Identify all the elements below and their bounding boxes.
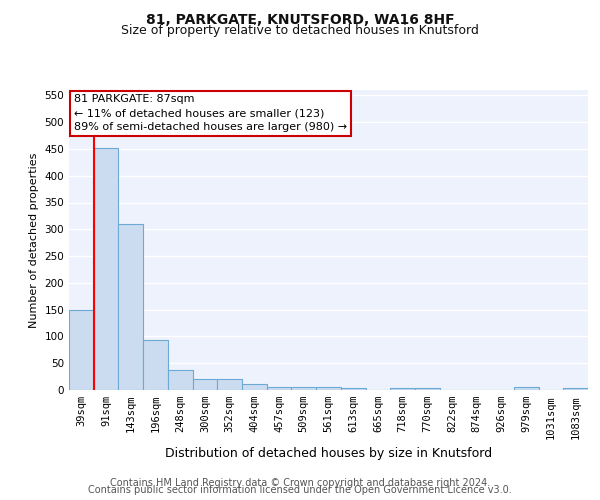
Bar	[168, 370, 193, 390]
Bar	[143, 340, 168, 390]
X-axis label: Distribution of detached houses by size in Knutsford: Distribution of detached houses by size …	[165, 447, 492, 460]
Text: Contains public sector information licensed under the Open Government Licence v3: Contains public sector information licen…	[88, 485, 512, 495]
Bar	[341, 388, 365, 390]
Bar	[514, 388, 539, 390]
Y-axis label: Number of detached properties: Number of detached properties	[29, 152, 39, 328]
Bar	[193, 380, 217, 390]
Bar	[292, 387, 316, 390]
Bar	[415, 388, 440, 390]
Bar	[69, 310, 94, 390]
Text: Size of property relative to detached houses in Knutsford: Size of property relative to detached ho…	[121, 24, 479, 37]
Bar	[242, 384, 267, 390]
Text: 81, PARKGATE, KNUTSFORD, WA16 8HF: 81, PARKGATE, KNUTSFORD, WA16 8HF	[146, 12, 454, 26]
Text: 81 PARKGATE: 87sqm
← 11% of detached houses are smaller (123)
89% of semi-detach: 81 PARKGATE: 87sqm ← 11% of detached hou…	[74, 94, 347, 132]
Bar	[563, 388, 588, 390]
Bar	[94, 148, 118, 390]
Bar	[217, 380, 242, 390]
Bar	[316, 388, 341, 390]
Text: Contains HM Land Registry data © Crown copyright and database right 2024.: Contains HM Land Registry data © Crown c…	[110, 478, 490, 488]
Bar	[267, 387, 292, 390]
Bar	[390, 388, 415, 390]
Bar	[118, 224, 143, 390]
